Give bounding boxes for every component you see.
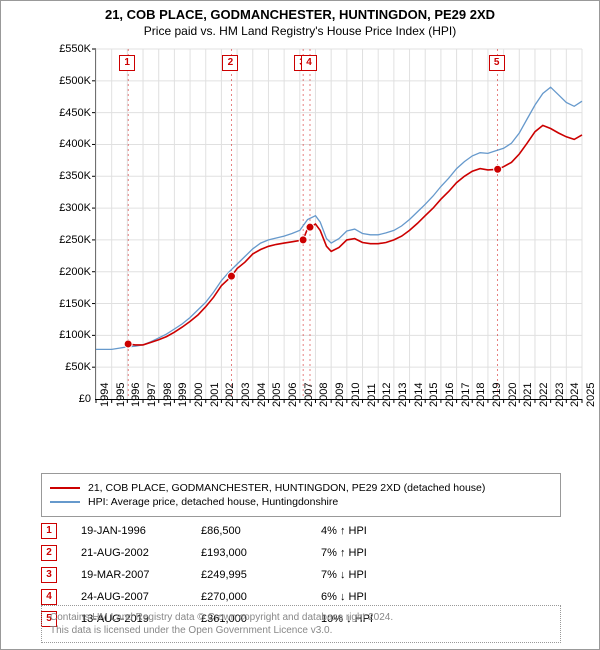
chart-container: 21, COB PLACE, GODMANCHESTER, HUNTINGDON… [0, 0, 600, 650]
y-tick-label: £450K [51, 107, 91, 119]
sale-pct: 7% ↑ HPI [321, 547, 441, 559]
x-tick-label: 2025 [585, 383, 600, 407]
plot-area [95, 49, 582, 400]
sale-price: £270,000 [201, 591, 321, 603]
sale-dot [299, 236, 307, 244]
y-tick-label: £250K [51, 234, 91, 246]
sale-row: 3 19-MAR-2007£249,9957% ↓ HPI [41, 567, 561, 583]
title-subtitle: Price paid vs. HM Land Registry's House … [1, 24, 599, 38]
y-tick-label: £400K [51, 138, 91, 150]
attribution: Contains HM Land Registry data © Crown c… [41, 605, 561, 643]
event-marker-box: 5 [489, 55, 505, 71]
sale-pct: 6% ↓ HPI [321, 591, 441, 603]
y-tick-label: £550K [51, 43, 91, 55]
sale-date: 21-AUG-2002 [81, 547, 201, 559]
attribution-line: This data is licensed under the Open Gov… [50, 624, 552, 637]
legend-row-property: 21, COB PLACE, GODMANCHESTER, HUNTINGDON… [50, 482, 552, 494]
sale-row: 1 19-JAN-1996£86,5004% ↑ HPI [41, 523, 561, 539]
title-address: 21, COB PLACE, GODMANCHESTER, HUNTINGDON… [1, 7, 599, 22]
legend: 21, COB PLACE, GODMANCHESTER, HUNTINGDON… [41, 473, 561, 517]
sale-pct: 4% ↑ HPI [321, 525, 441, 537]
plot-svg [96, 49, 582, 399]
y-tick-label: £150K [51, 298, 91, 310]
sale-index: 2 [41, 545, 57, 561]
event-marker-box: 4 [301, 55, 317, 71]
y-tick-label: £500K [51, 75, 91, 87]
sale-date: 19-MAR-2007 [81, 569, 201, 581]
sale-row: 4 24-AUG-2007£270,0006% ↓ HPI [41, 589, 561, 605]
legend-swatch [50, 487, 80, 489]
sale-index: 1 [41, 523, 57, 539]
sale-dot [124, 340, 132, 348]
chart-area: £0 £50K £100K £150K £200K £250K £300K £350K £400… [51, 49, 581, 423]
event-marker-box: 2 [222, 55, 238, 71]
sale-dot [227, 272, 235, 280]
sale-date: 24-AUG-2007 [81, 591, 201, 603]
event-marker-box: 1 [119, 55, 135, 71]
legend-row-hpi: HPI: Average price, detached house, Hunt… [50, 496, 552, 508]
sale-price: £86,500 [201, 525, 321, 537]
legend-swatch [50, 501, 80, 503]
sale-index: 4 [41, 589, 57, 605]
sale-pct: 7% ↓ HPI [321, 569, 441, 581]
title-block: 21, COB PLACE, GODMANCHESTER, HUNTINGDON… [1, 1, 599, 40]
sale-price: £249,995 [201, 569, 321, 581]
legend-label: HPI: Average price, detached house, Hunt… [88, 496, 338, 508]
sale-date: 19-JAN-1996 [81, 525, 201, 537]
series-hpi [96, 87, 582, 349]
sale-index: 3 [41, 567, 57, 583]
sale-dot [494, 165, 502, 173]
y-tick-label: £350K [51, 170, 91, 182]
attribution-line: Contains HM Land Registry data © Crown c… [50, 611, 552, 624]
y-tick-label: £100K [51, 329, 91, 341]
legend-label: 21, COB PLACE, GODMANCHESTER, HUNTINGDON… [88, 482, 485, 494]
y-tick-label: £0 [51, 393, 91, 405]
sale-price: £193,000 [201, 547, 321, 559]
y-tick-label: £50K [51, 361, 91, 373]
y-tick-label: £200K [51, 266, 91, 278]
sale-dot [306, 223, 314, 231]
sale-row: 2 21-AUG-2002£193,0007% ↑ HPI [41, 545, 561, 561]
y-tick-label: £300K [51, 202, 91, 214]
